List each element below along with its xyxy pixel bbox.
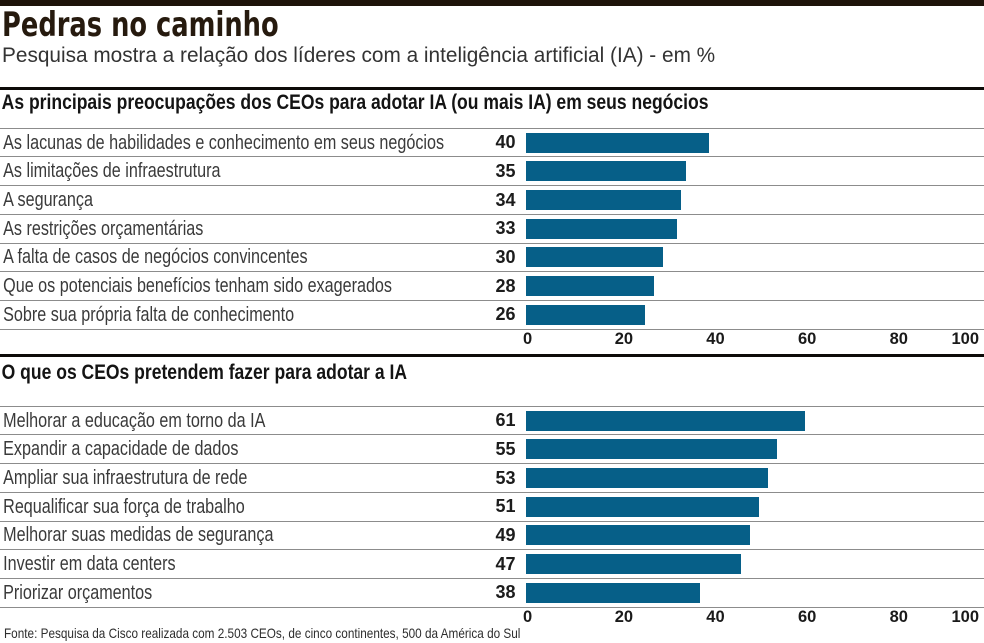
bar-track (526, 525, 984, 546)
section-rule (0, 86, 984, 90)
bar-value: 55 (495, 438, 516, 459)
bar-row: Que os potenciais benefícios tenham sido… (0, 271, 984, 300)
axis-tick-label: 40 (706, 329, 725, 348)
bar-track (526, 190, 984, 211)
bar-value: 61 (495, 410, 516, 431)
bar (526, 554, 741, 575)
axis-tick-label: 60 (798, 329, 817, 348)
bar-label: Melhorar a educação em torno da IA (3, 408, 266, 432)
bar-row: Priorizar orçamentos 38 (0, 577, 984, 607)
bar-row: Investir em data centers 47 (0, 549, 984, 578)
bar (526, 276, 654, 297)
axis-tick-label: 0 (523, 329, 533, 348)
bar-row: As restrições orçamentárias 33 (0, 213, 984, 243)
bar-value: 28 (495, 275, 516, 296)
bar-row: Melhorar a educação em torno da IA 61 (0, 405, 984, 435)
section-title-text: O que os CEOs pretendem fazer para adota… (1, 360, 408, 384)
bar-value: 51 (495, 496, 516, 517)
chart-section-plans: O que os CEOs pretendem fazer para adota… (0, 357, 984, 626)
axis-tick-label: 80 (889, 608, 908, 627)
bar-track (526, 161, 984, 182)
page-title: Pedras no caminho (2, 5, 279, 45)
bar (526, 304, 645, 325)
bar (526, 496, 760, 517)
chart-section-concerns: As principais preocupações dos CEOs para… (0, 90, 984, 354)
section-title-text: As principais preocupações dos CEOs para… (1, 90, 709, 114)
bar-label: A segurança (3, 188, 93, 212)
bar-track (526, 304, 984, 325)
bar (526, 190, 682, 211)
bar-value: 30 (495, 246, 516, 267)
bar-value: 53 (495, 467, 516, 488)
bar-label: Ampliar sua infraestrutura de rede (3, 466, 248, 490)
axis-tick-label: 20 (614, 329, 634, 348)
axis-tick-label: 80 (889, 329, 908, 348)
bar-chart-concerns: As lacunas de habilidades e conhecimento… (0, 127, 984, 330)
source-note: Fonte: Pesquisa da Cisco realizada com 2… (4, 624, 521, 641)
bar (526, 161, 686, 182)
bar-row: A segurança 34 (0, 185, 984, 214)
axis-tick-label: 100 (951, 608, 979, 627)
bar-label: Priorizar orçamentos (3, 580, 153, 604)
bar-label: A falta de casos de negócios convincente… (3, 245, 308, 269)
bar-value: 40 (495, 132, 516, 153)
section-title-plans: O que os CEOs pretendem fazer para adota… (0, 357, 984, 383)
bar-chart-plans: Melhorar a educação em torno da IA 61 Expa… (0, 405, 984, 608)
bar-row: Sobre sua própria falta de conhecimento 2… (0, 299, 984, 329)
bar-value: 33 (495, 218, 516, 239)
x-axis-plans: 0 20 40 60 80 100 (0, 608, 984, 626)
axis-tick-label: 0 (523, 608, 533, 627)
bar-row: As lacunas de habilidades e conhecimento… (0, 127, 984, 157)
bar-label: As lacunas de habilidades e conhecimento… (3, 130, 445, 154)
bar-track (526, 276, 984, 297)
bar-value: 35 (495, 160, 516, 181)
axis-tick-label: 40 (706, 608, 725, 627)
bar-track (526, 554, 984, 575)
bar-row: Melhorar suas medidas de segurança 49 (0, 520, 984, 550)
bar (526, 439, 778, 460)
bar (526, 582, 700, 603)
section-rule (0, 353, 984, 357)
bar (526, 132, 709, 153)
bar-value: 47 (495, 553, 516, 574)
axis-tick-label: 20 (614, 608, 634, 627)
bar-value: 38 (495, 582, 516, 603)
top-accent-bar (0, 0, 984, 6)
bar-label: Melhorar suas medidas de segurança (3, 523, 274, 547)
x-axis-concerns: 0 20 40 60 80 100 (0, 330, 984, 354)
bar-track (526, 218, 984, 239)
bar-label: As restrições orçamentárias (3, 216, 204, 240)
bar-track (526, 439, 984, 460)
bar-row: A falta de casos de negócios convincente… (0, 242, 984, 272)
bar-label: Requalificar sua força de trabalho (3, 494, 245, 518)
bar-label: Sobre sua própria falta de conhecimento (3, 302, 295, 326)
bar-value: 26 (495, 304, 516, 325)
bar (526, 525, 750, 546)
bar-row: Requalificar sua força de trabalho 51 (0, 491, 984, 521)
bar-label: As limitações de infraestrutura (3, 159, 221, 183)
axis-tick-label: 100 (951, 329, 979, 348)
bar-track (526, 496, 984, 517)
bar-row: As limitações de infraestrutura 35 (0, 156, 984, 185)
bar (526, 410, 805, 431)
bar (526, 468, 769, 489)
bar-track (526, 468, 984, 489)
section-title-concerns: As principais preocupações dos CEOs para… (0, 90, 984, 113)
bar-track (526, 410, 984, 431)
bar (526, 218, 677, 239)
bar-label: Investir em data centers (3, 552, 176, 576)
bar-value: 34 (495, 189, 516, 210)
bar-track (526, 582, 984, 603)
bar (526, 247, 664, 268)
page-subtitle: Pesquisa mostra a relação dos líderes co… (2, 44, 716, 67)
bar-label: Expandir a capacidade de dados (3, 437, 239, 461)
bar-track (526, 247, 984, 268)
bar-label: Que os potenciais benefícios tenham sido… (3, 274, 392, 298)
bar-value: 49 (495, 524, 516, 545)
bar-row: Expandir a capacidade de dados 55 (0, 434, 984, 463)
bar-track (526, 132, 984, 153)
axis-tick-label: 60 (798, 608, 817, 627)
bar-row: Ampliar sua infraestrutura de rede 53 (0, 463, 984, 492)
